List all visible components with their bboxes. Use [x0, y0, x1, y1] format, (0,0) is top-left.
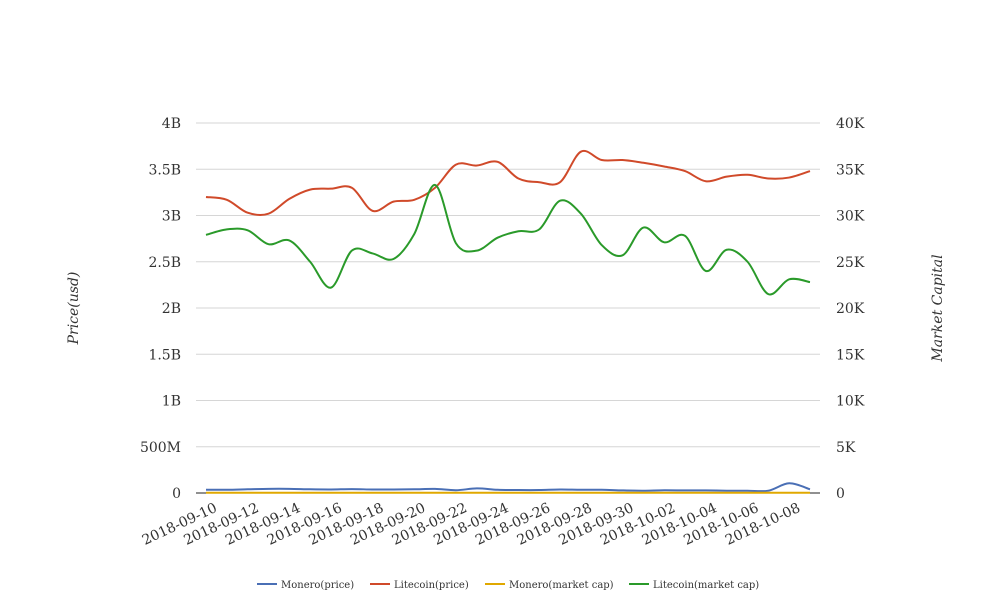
y-left-tick-label: 500M [140, 440, 181, 456]
y-axis-right-title: Market Capital [930, 254, 946, 362]
y-left-tick-label: 0 [172, 486, 181, 502]
series-line-monero-price [205, 482, 811, 493]
series-line-litecoin-market-cap [205, 183, 811, 296]
y-right-tick-label: 30K [836, 209, 865, 225]
legend-label-litecoin-market-cap: Litecoin(market cap) [653, 580, 759, 591]
legend: Monero(price) Litecoin(price) Monero(marke… [257, 580, 759, 591]
series-line-litecoin-price [205, 149, 811, 216]
y-left-tick-label: 2.5B [148, 255, 181, 271]
gridlines [196, 122, 820, 494]
y-axis-right: 0 5K 10K 15K 20K 25K 30K 35K 40K [836, 116, 865, 502]
y-left-tick-label: 1.5B [148, 347, 181, 363]
y-right-tick-label: 35K [836, 162, 865, 178]
y-right-tick-label: 5K [836, 440, 856, 456]
y-left-tick-label: 3.5B [148, 162, 181, 178]
y-axis-left-title: Price(usd) [66, 272, 82, 346]
y-left-tick-label: 4B [162, 116, 181, 132]
y-right-tick-label: 20K [836, 301, 865, 317]
y-left-tick-label: 3B [162, 209, 181, 225]
y-right-tick-label: 40K [836, 116, 865, 132]
y-right-tick-label: 10K [836, 394, 865, 410]
x-axis: 2018-09-102018-09-122018-09-142018-09-16… [140, 500, 803, 549]
legend-label-litecoin-price: Litecoin(price) [394, 580, 469, 591]
y-right-tick-label: 15K [836, 347, 865, 363]
y-right-tick-label: 25K [836, 255, 865, 271]
y-left-tick-label: 1B [162, 394, 181, 410]
y-axis-left: 0 500M 1B 1.5B 2B 2.5B 3B 3.5B 4B [140, 116, 181, 502]
legend-label-monero-price: Monero(price) [281, 580, 354, 591]
y-right-tick-label: 0 [836, 486, 845, 502]
legend-label-monero-market-cap: Monero(market cap) [509, 580, 614, 591]
y-left-tick-label: 2B [162, 301, 181, 317]
plot-area [205, 149, 811, 494]
